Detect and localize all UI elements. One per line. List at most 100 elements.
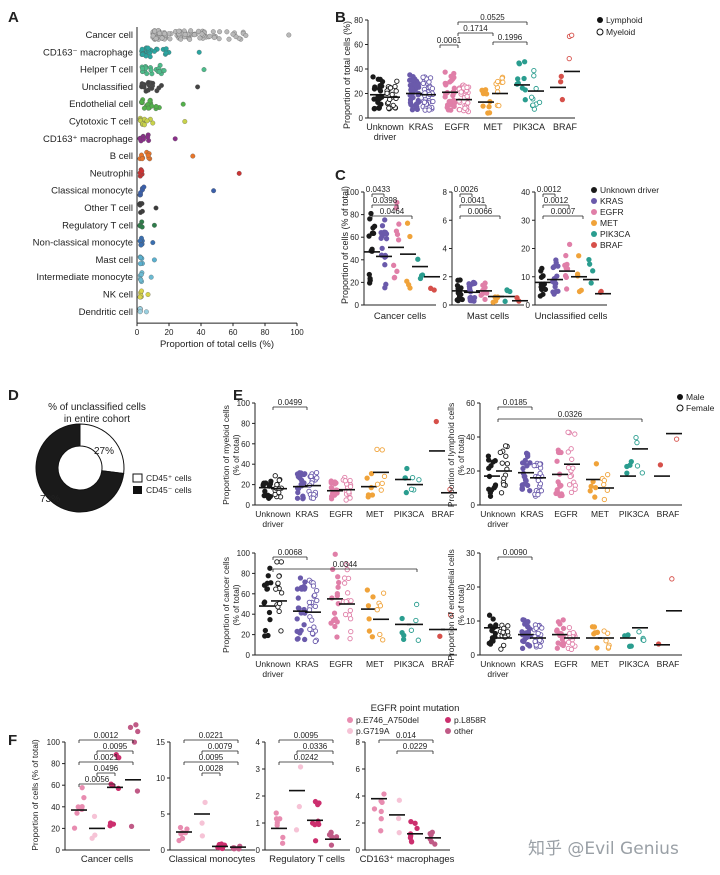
e-male-point xyxy=(627,462,633,468)
c-pvalue-label: 0.0398 xyxy=(373,196,398,205)
e-female-point xyxy=(313,470,320,476)
c-series-point xyxy=(455,277,461,283)
b-myeloid-point xyxy=(458,89,464,95)
a-point xyxy=(286,32,292,38)
e-male-point xyxy=(331,610,338,616)
e-female-point xyxy=(377,603,384,609)
a-x-axis-label: Proportion of total cells (%) xyxy=(160,339,274,350)
a-point xyxy=(153,104,159,109)
b-myeloid-point xyxy=(566,56,572,62)
b-lymphoid-point xyxy=(558,73,564,80)
a-point xyxy=(151,257,157,263)
f-series-point xyxy=(81,794,87,801)
c-x-axis-label: Unclassified cells xyxy=(535,311,608,322)
a-x-tick-label: 20 xyxy=(165,328,174,337)
e-male-point xyxy=(592,494,598,500)
c-series-point xyxy=(394,268,400,274)
f-legend-label: p.E746_A750del xyxy=(356,715,419,725)
f-series-point xyxy=(428,832,434,838)
e-female-point xyxy=(416,477,422,483)
c-series-point xyxy=(382,229,389,236)
e-female-point xyxy=(341,580,348,586)
e-female-point xyxy=(603,638,609,644)
e-female-point xyxy=(310,495,316,501)
a-category-label: CD163⁻ macrophage xyxy=(43,47,133,58)
b-group-label: EGFR xyxy=(444,122,470,132)
b-legend-label: Myeloid xyxy=(606,27,636,37)
c-series-point xyxy=(415,256,421,262)
a-category-label: Classical monocyte xyxy=(51,186,133,197)
e-y-tick-label: 20 xyxy=(241,631,250,640)
e-male-point xyxy=(525,619,531,625)
f-y-tick-label: 3 xyxy=(256,765,261,774)
b-lymphoid-point xyxy=(486,104,492,110)
e-female-point xyxy=(639,470,645,476)
e-female-point xyxy=(565,464,572,471)
f-series-point xyxy=(328,842,335,848)
e-male-point xyxy=(554,487,560,493)
c-y-tick-label: 10 xyxy=(521,273,530,282)
e-female-point xyxy=(379,447,385,453)
c-x-axis-label: Mast cells xyxy=(467,311,509,322)
e-female-point xyxy=(570,465,576,471)
c-y-tick-label: 60 xyxy=(350,233,359,242)
e-male-point xyxy=(332,623,338,630)
b-y-axis-label: Proportion of total cells (%) xyxy=(342,21,352,129)
e-female-point xyxy=(500,629,506,635)
e-female-point xyxy=(447,612,454,618)
c-series-point xyxy=(588,280,594,286)
a-category-label: Endothelial cell xyxy=(69,99,133,110)
e-male-point xyxy=(559,636,566,643)
e-y-tick-label: 0 xyxy=(471,501,476,510)
e-male-point xyxy=(525,641,531,648)
f-y-tick-label: 10 xyxy=(156,774,165,783)
a-point xyxy=(148,274,154,280)
e-pvalue-label: 0.0499 xyxy=(278,398,303,407)
f-y-tick-label: 5 xyxy=(161,810,166,819)
f-series-point xyxy=(378,808,384,815)
c-pvalue-label: 0.0066 xyxy=(468,207,493,216)
e-male-point xyxy=(485,453,492,459)
c-series-point xyxy=(431,287,437,293)
f-series-point xyxy=(202,799,208,806)
e-female-point xyxy=(278,590,285,596)
f-series-point xyxy=(91,813,98,820)
e-female-point xyxy=(498,646,504,652)
e-group-label: PIK3CA xyxy=(394,509,425,519)
e-group-label: KRAS xyxy=(295,509,318,519)
f-pvalue-label: 0.0021 xyxy=(94,753,119,762)
f-y-axis-label: Proportion of cells (% of total) xyxy=(30,739,40,851)
e-female-point xyxy=(601,477,607,484)
e-male-point xyxy=(527,460,533,466)
a-point xyxy=(139,84,145,90)
c-series-point xyxy=(393,228,400,234)
f-series-point xyxy=(199,833,206,839)
e-female-point xyxy=(568,646,575,653)
c-series-point xyxy=(379,223,386,229)
c-legend-label: BRAF xyxy=(600,240,623,250)
f-y-tick-label: 0 xyxy=(256,846,261,855)
a-point xyxy=(153,205,159,211)
f-series-point xyxy=(414,825,420,831)
b-y-tick-label: 60 xyxy=(354,41,363,50)
e-group-label: MET xyxy=(366,659,384,669)
f-series-point xyxy=(396,797,403,803)
e-male-point xyxy=(560,642,566,649)
b-myeloid-point xyxy=(456,106,463,113)
b-myeloid-point xyxy=(496,103,502,109)
b-myeloid-point xyxy=(426,79,432,85)
e-male-point xyxy=(328,480,334,486)
a-point xyxy=(150,120,156,126)
c-series-point xyxy=(504,287,510,294)
e-y-tick-label: 0 xyxy=(471,651,476,660)
c-series-point xyxy=(590,268,596,274)
b-lymphoid-point xyxy=(377,76,383,83)
c-y-tick-label: 80 xyxy=(350,211,359,220)
e-female-point xyxy=(634,440,640,446)
f-series-point xyxy=(134,788,141,794)
c-series-point xyxy=(367,216,373,222)
e-female-point xyxy=(605,644,612,650)
e-male-point xyxy=(302,579,308,585)
e-female-point xyxy=(308,473,314,480)
c-y-tick-label: 20 xyxy=(521,245,530,254)
